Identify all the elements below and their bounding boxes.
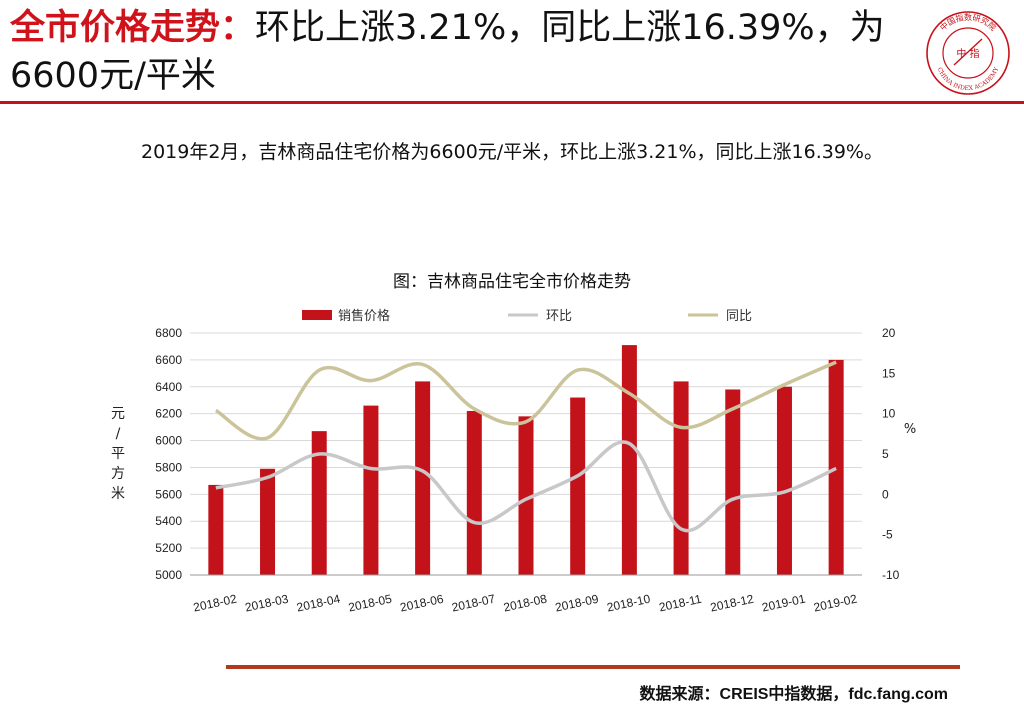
y-right-axis-label: % — [904, 422, 916, 437]
y-right-tick-label: 20 — [882, 326, 896, 340]
bar-price — [311, 431, 327, 575]
legend-label-price: 销售价格 — [338, 308, 390, 324]
y-left-tick-label: 6600 — [155, 353, 182, 367]
y-left-axis-label-char: 方 — [111, 466, 125, 482]
legend-label-mom: 环比 — [546, 309, 572, 324]
y-right-tick-label: -10 — [882, 568, 900, 582]
x-tick-label: 2019-01 — [761, 592, 807, 615]
x-tick-label: 2018-09 — [554, 592, 600, 615]
x-tick-label: 2018-12 — [709, 592, 755, 615]
bar-price — [518, 416, 534, 575]
bar-price — [673, 381, 689, 575]
china-index-academy-logo: 中国指数研究院 CHINA INDEX ACADEMY 中 指 — [926, 11, 1010, 95]
footer-divider — [226, 665, 960, 669]
line-yoy — [214, 360, 837, 441]
x-tick-label: 2018-04 — [295, 592, 341, 615]
x-tick-label: 2018-07 — [450, 592, 496, 615]
legend-label-yoy: 同比 — [726, 309, 752, 324]
bar-price — [725, 389, 741, 575]
bar-price — [621, 345, 637, 575]
y-left-tick-label: 5200 — [155, 541, 182, 555]
x-tick-label: 2018-02 — [192, 592, 238, 615]
y-left-tick-label: 5800 — [155, 460, 182, 474]
summary-text: 2019年2月，吉林商品住宅价格为6600元/平米，环比上涨3.21%，同比上涨… — [140, 141, 883, 163]
x-tick-label: 2018-03 — [244, 592, 290, 615]
logo-inner-text: 中 指 — [956, 47, 979, 60]
logo-outer-text: 中国指数研究院 — [938, 12, 999, 33]
y-left-axis-label-char: 平 — [111, 446, 125, 462]
y-right-tick-label: 0 — [882, 487, 889, 501]
y-right-tick-label: 10 — [882, 407, 896, 421]
line-mom — [215, 440, 837, 533]
bar-price — [466, 410, 482, 575]
bar-price — [363, 405, 379, 575]
y-right-tick-label: 15 — [882, 366, 896, 380]
bar-price — [208, 484, 224, 575]
x-tick-label: 2018-08 — [502, 592, 548, 615]
legend-swatch-price — [302, 310, 332, 320]
headline-prefix: 全市价格走势： — [10, 8, 256, 48]
y-left-tick-label: 5400 — [155, 514, 182, 528]
page-headline: 全市价格走势：环比上涨3.21%，同比上涨16.39%，为6600元/平米 — [10, 4, 900, 100]
data-source: 数据来源：CREIS中指数据，fdc.fang.com — [639, 686, 948, 703]
x-tick-label: 2018-05 — [347, 592, 393, 615]
bar-price — [828, 359, 844, 575]
y-left-tick-label: 6400 — [155, 380, 182, 394]
y-left-tick-label: 6800 — [155, 326, 182, 340]
y-right-tick-label: 5 — [882, 447, 889, 461]
headline-body: 环比上涨3.21%，同比上涨16.39%，为6600元/平米 — [10, 8, 885, 96]
y-left-tick-label: 5600 — [155, 487, 182, 501]
bar-price — [570, 397, 586, 575]
y-left-tick-label: 5000 — [155, 568, 182, 582]
y-left-tick-label: 6200 — [155, 407, 182, 421]
y-right-tick-label: -5 — [882, 528, 893, 542]
x-tick-label: 2019-02 — [812, 592, 858, 615]
bar-price — [260, 468, 276, 575]
x-tick-label: 2018-06 — [399, 592, 445, 615]
chart-title: 图：吉林商品住宅全市价格走势 — [393, 272, 631, 292]
x-tick-label: 2018-11 — [658, 592, 703, 615]
y-left-tick-label: 6000 — [155, 434, 182, 448]
y-left-axis-label-char: 元 — [111, 406, 125, 422]
y-left-axis-label-char: 米 — [111, 486, 125, 502]
header-divider — [0, 101, 1024, 104]
bar-price — [415, 381, 431, 575]
bar-price — [776, 386, 792, 575]
y-left-axis-label-char: / — [116, 426, 121, 442]
x-tick-label: 2018-10 — [606, 592, 652, 615]
